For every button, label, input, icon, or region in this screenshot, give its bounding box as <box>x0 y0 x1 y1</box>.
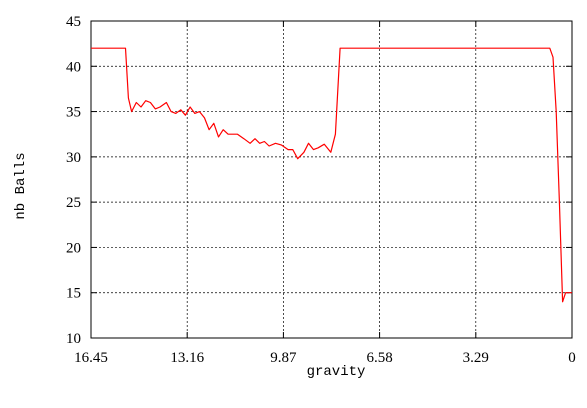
x-tick-labels: 16.45 13.16 9.87 6.58 3.29 0 <box>74 350 576 366</box>
y-tick-label: 15 <box>66 286 81 302</box>
grid-lines <box>91 21 572 338</box>
y-tick-labels: 10 15 20 25 30 35 40 45 <box>66 14 81 347</box>
y-tick-label: 45 <box>66 14 81 30</box>
series-line <box>91 47 572 303</box>
series-layer <box>91 47 572 303</box>
y-tick-label: 10 <box>66 331 81 347</box>
y-tick-label: 20 <box>66 240 81 256</box>
x-tick-label: 0 <box>568 350 576 366</box>
y-tick-label: 35 <box>66 105 81 121</box>
axis-ticks <box>90 20 573 339</box>
x-tick-label: 9.87 <box>270 350 297 366</box>
x-tick-label: 3.29 <box>463 350 489 366</box>
x-tick-label: 6.58 <box>366 350 392 366</box>
y-tick-label: 25 <box>66 195 81 211</box>
x-axis-label: gravity <box>307 364 366 380</box>
y-tick-label: 30 <box>66 150 81 166</box>
x-tick-label: 16.45 <box>74 350 108 366</box>
plot-frame <box>90 20 573 339</box>
x-tick-label: 13.16 <box>170 350 204 366</box>
y-axis-label: nb Balls <box>13 152 29 219</box>
y-tick-label: 40 <box>66 59 81 75</box>
